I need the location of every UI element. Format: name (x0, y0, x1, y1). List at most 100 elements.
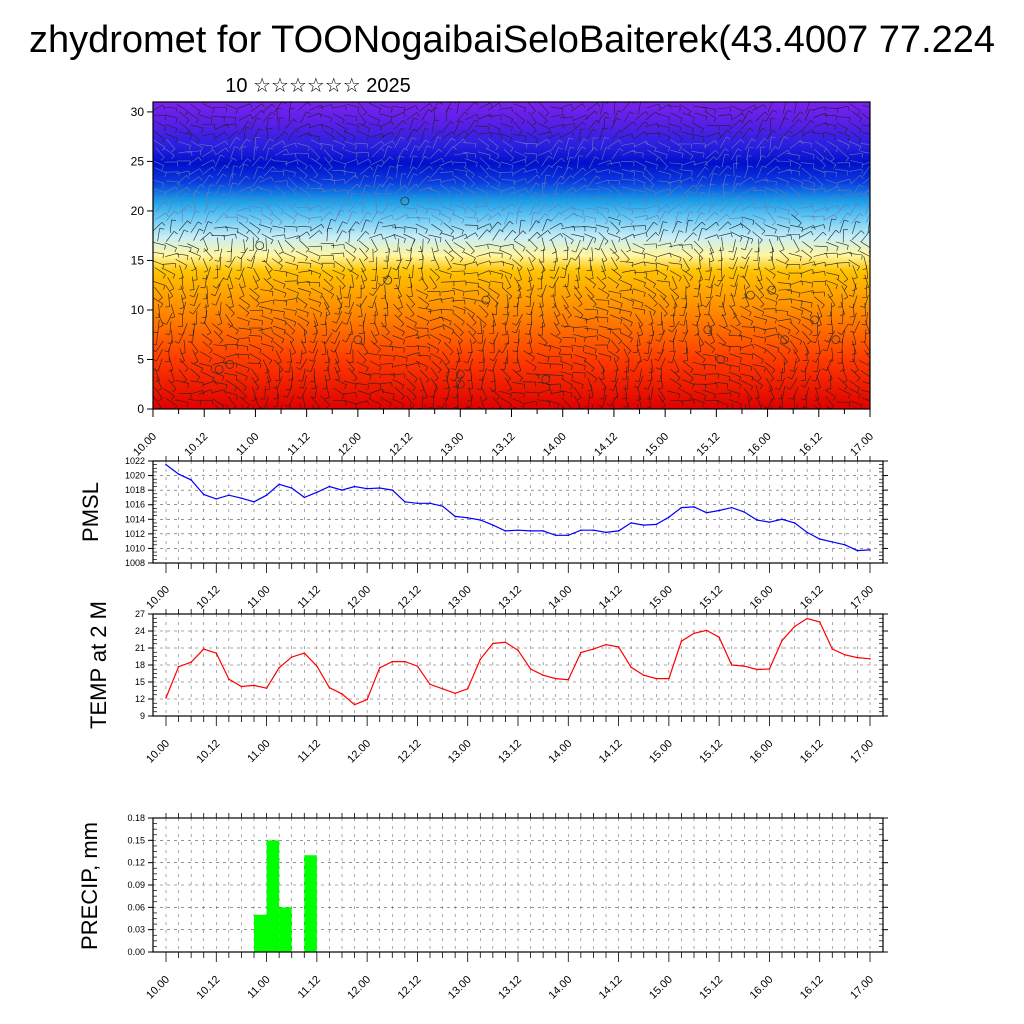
wind-barb-flag (341, 119, 345, 124)
wind-barb (445, 108, 448, 122)
wind-barb (154, 120, 167, 128)
wind-barb-flag (597, 209, 599, 215)
wind-barb-flag (157, 388, 162, 391)
wind-barb (755, 294, 765, 305)
wind-barb-flag (679, 137, 683, 142)
wind-barb (273, 202, 285, 212)
wind-barb (432, 394, 435, 408)
wind-barb (297, 132, 310, 138)
wind-barb-flag (847, 145, 850, 150)
wind-barb (226, 334, 239, 341)
wind-barb-flag (569, 156, 575, 159)
wind-barb (611, 185, 622, 195)
wind-barb-flag (219, 340, 224, 344)
wind-barb-flag (367, 305, 373, 309)
wind-barb (310, 287, 323, 295)
wind-barb (643, 261, 657, 265)
pmsl-xtick-label: 16.00 (748, 584, 776, 612)
pmsl-point (793, 522, 796, 524)
pmsl-point (454, 515, 456, 518)
wind-barb-flag (842, 380, 848, 383)
wind-barb-flag (467, 399, 472, 402)
pmsl-point (202, 493, 205, 496)
wind-barb (658, 170, 671, 175)
wind-barb (731, 148, 738, 161)
wind-barb (650, 330, 655, 344)
wind-barb (552, 276, 559, 289)
wind-barb (696, 332, 705, 345)
wind-barb (837, 139, 850, 146)
wind-barb-flag (807, 341, 811, 345)
wind-barb (646, 232, 656, 242)
wind-barb-flag (617, 202, 620, 207)
wind-barb-flag (655, 339, 660, 342)
wind-barb-flag (247, 266, 252, 269)
wind-barb (214, 140, 226, 148)
wind-barb-flag (691, 170, 693, 176)
pmsl-xtick-label: 13.00 (446, 584, 474, 612)
wind-barb (595, 196, 609, 201)
wind-barb-flag (519, 377, 523, 382)
wind-barb-flag (534, 192, 540, 196)
wind-barb-flag (772, 369, 776, 374)
wind-barb (276, 394, 279, 408)
wind-barb (394, 355, 408, 359)
wind-barb-flag (649, 177, 654, 181)
wind-barb-flag (846, 170, 849, 176)
wind-barb-flag (337, 306, 343, 310)
wind-barb (360, 341, 369, 353)
wind-barb (216, 277, 225, 289)
wind-barb-flag (380, 147, 385, 152)
wind-barb-flag (816, 387, 821, 390)
calm-circles (214, 196, 841, 389)
wind-barb (647, 348, 653, 361)
wind-barb (815, 368, 821, 382)
wind-barb-flag (757, 279, 763, 282)
wind-barb (271, 213, 283, 222)
wind-barb-flag (633, 189, 635, 195)
wind-barb (252, 175, 261, 187)
wind-barb (170, 369, 175, 382)
wind-barb (817, 340, 821, 354)
wind-barb-flag (713, 118, 717, 123)
temp-point (718, 636, 720, 639)
wind-barb (214, 184, 221, 197)
wind-barb-flag (235, 330, 239, 335)
wind-barb-flag (642, 153, 644, 158)
wind-barb (200, 351, 212, 359)
wind-barb (825, 396, 834, 407)
wind-barb-flag (257, 166, 263, 169)
wind-barb-flag (439, 237, 442, 243)
wind-barb-flag (189, 289, 195, 291)
wind-barb (608, 350, 620, 359)
wind-barb-flag (261, 199, 264, 204)
wind-barb (834, 168, 848, 172)
wind-barb-flag (562, 108, 564, 114)
wind-barb-flag (688, 111, 692, 116)
wind-barb-flag (482, 398, 488, 401)
pmsl-point (215, 498, 218, 500)
wind-barb (595, 179, 609, 185)
wind-barb (347, 268, 359, 276)
wind-barb (249, 205, 262, 209)
profile-ytick-label: 10 (131, 303, 145, 317)
wind-barb (607, 233, 621, 239)
wind-barb-flag (678, 230, 684, 233)
wind-barb (777, 332, 788, 342)
wind-barb (398, 275, 401, 289)
wind-barb-flag (615, 257, 620, 262)
wind-barb-flag (450, 121, 455, 125)
wind-barb (552, 165, 559, 178)
wind-barb (283, 331, 295, 341)
wind-barb-flag (470, 416, 474, 418)
wind-barb-flag (414, 378, 418, 383)
wind-barb (607, 328, 621, 331)
wind-barb (547, 383, 561, 386)
wind-barb (764, 267, 776, 276)
wind-barb (661, 320, 664, 334)
wind-barb-flag (463, 361, 468, 364)
wind-barb (409, 247, 412, 261)
wind-barb (645, 214, 658, 221)
wind-barb-flag (308, 351, 314, 354)
wind-barb (669, 410, 682, 412)
